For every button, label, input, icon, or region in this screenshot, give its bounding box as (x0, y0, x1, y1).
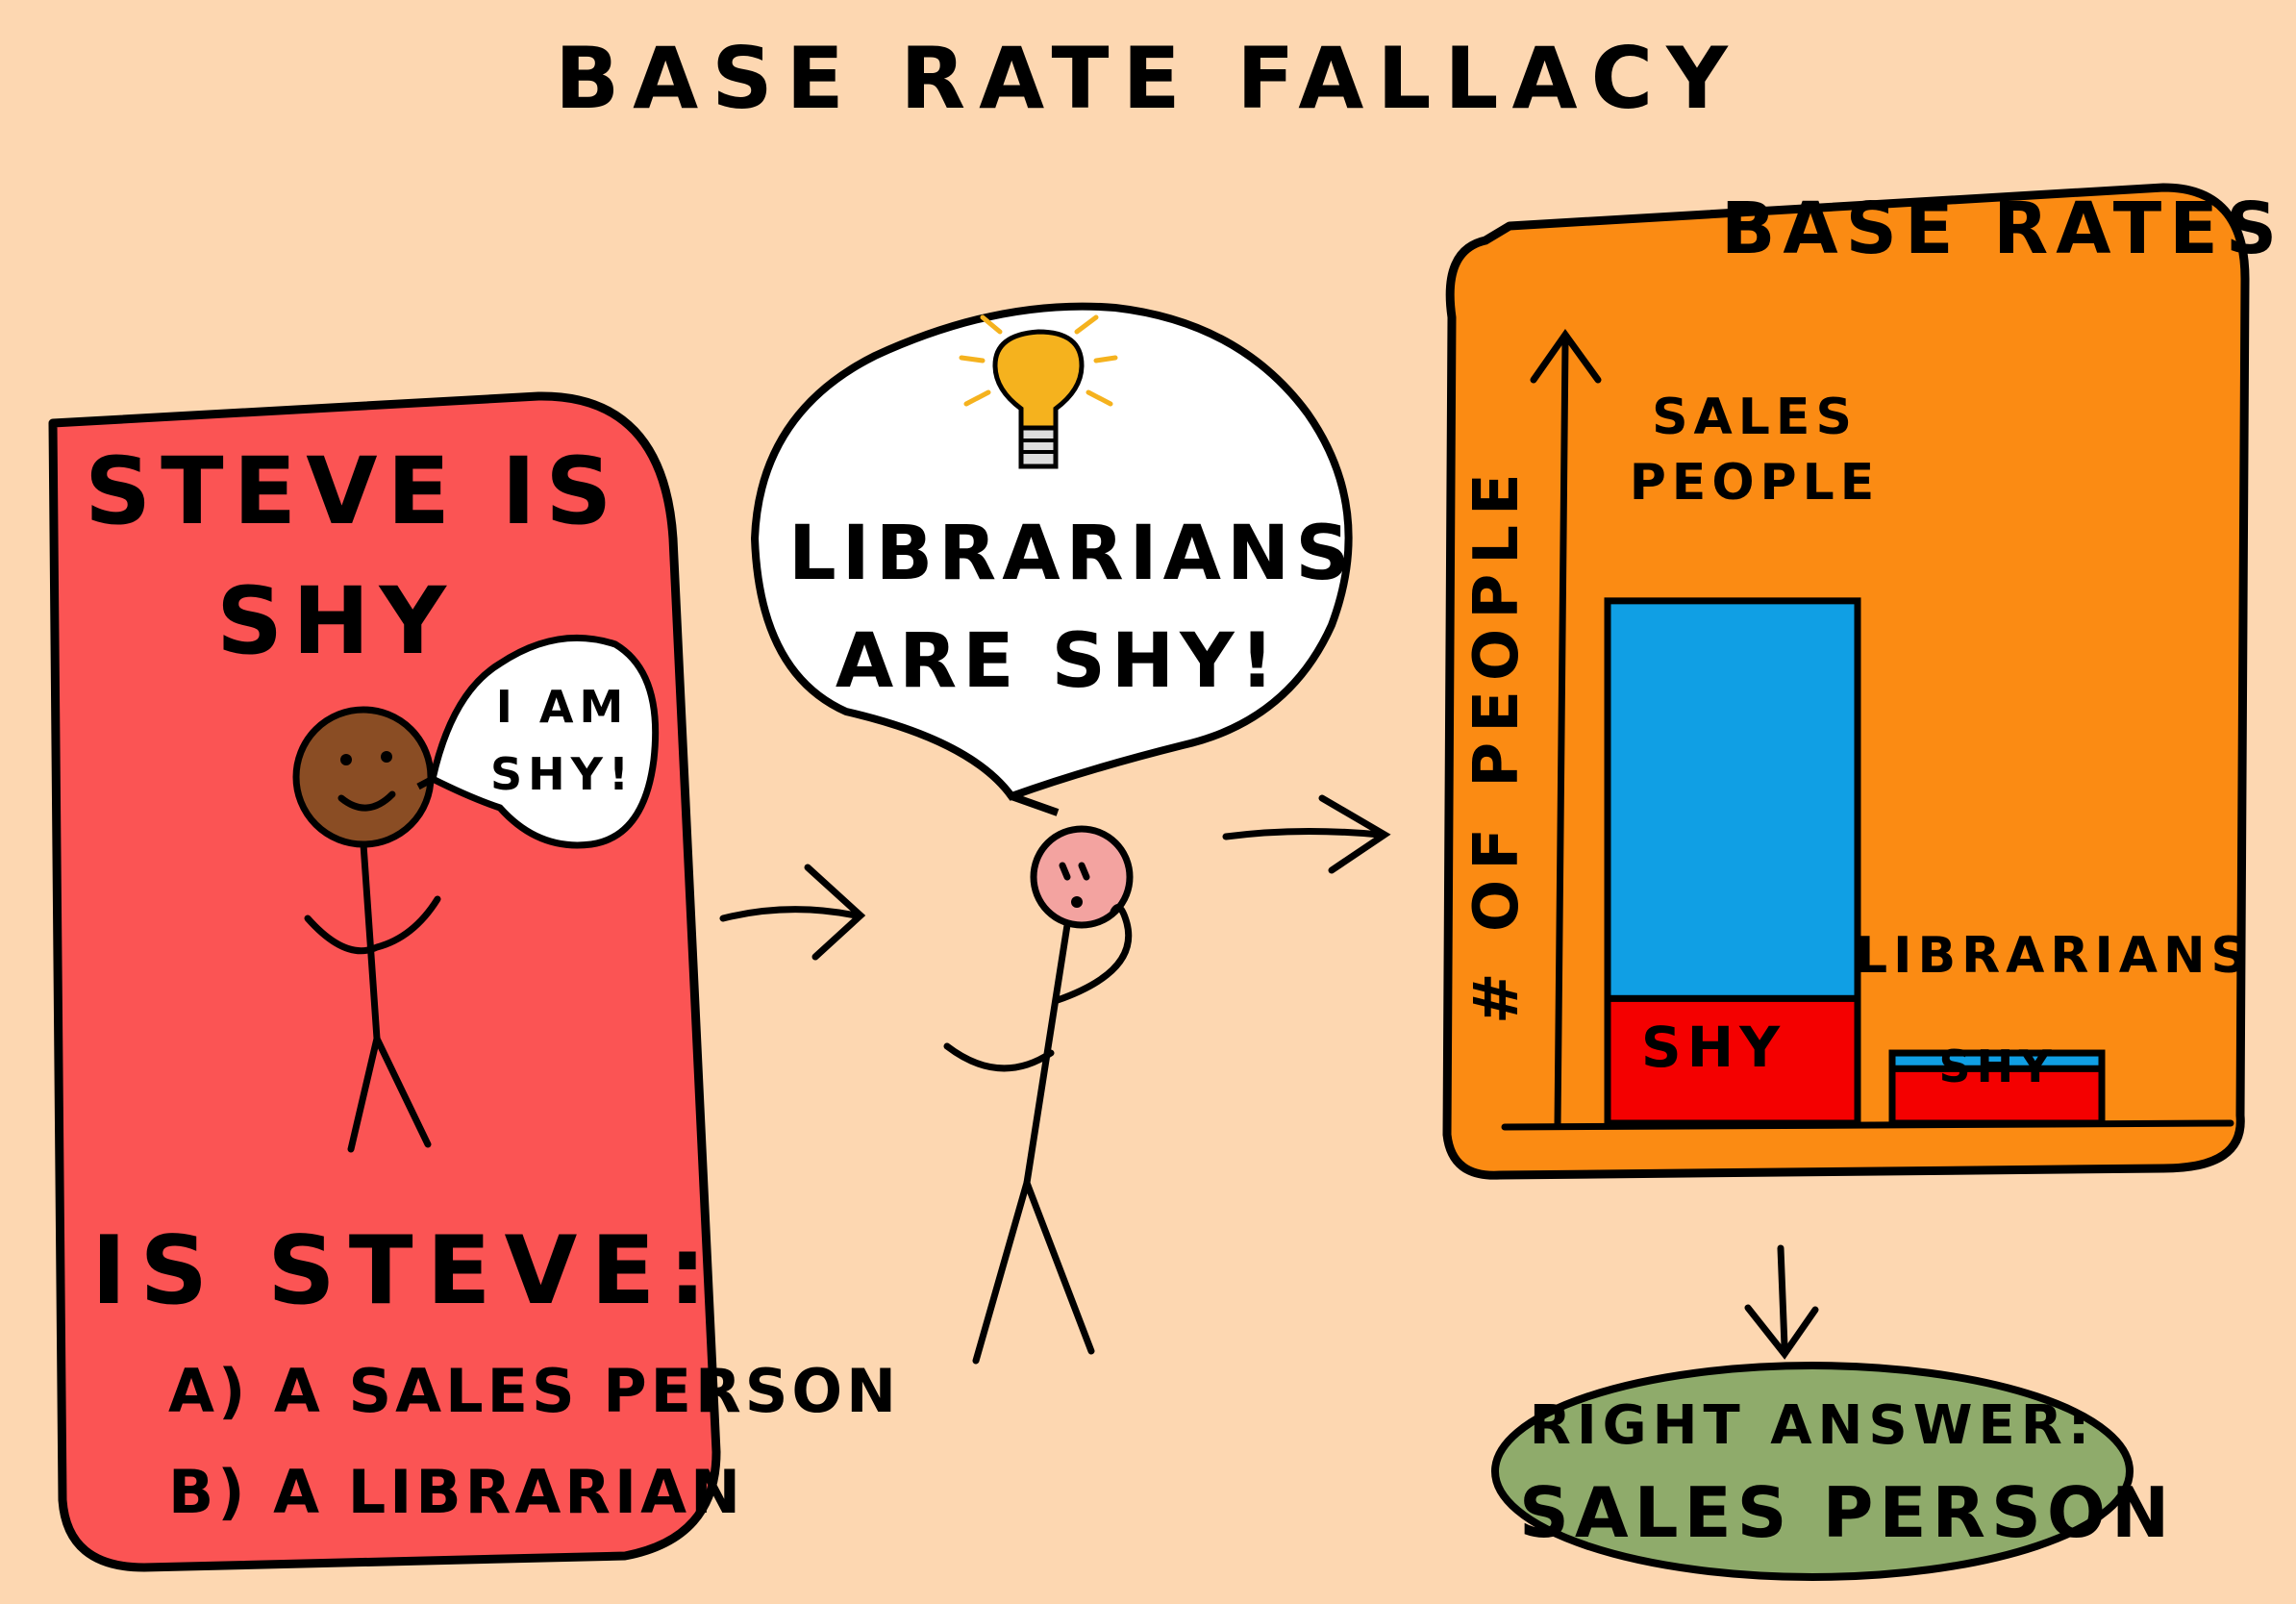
category-label-librarians: LIBRARIANS (1856, 927, 2254, 985)
option-b: B) A LIBRARIAN (168, 1457, 744, 1527)
category-label-sales: SALES PEOPLE (1629, 388, 1881, 512)
option-a: A) A SALES PERSON (168, 1356, 900, 1426)
page-title: BASE RATE FALLACY (555, 29, 1741, 128)
statement-line-2: SHY (216, 567, 456, 675)
thought-bubble (750, 302, 1353, 801)
answer-text: RIGHT ANSWER: SALES PERSON (1519, 1383, 2176, 1556)
answer-line-2: SALES PERSON (1519, 1472, 2176, 1553)
speech-text: I AM SHY! (481, 673, 644, 808)
bar-sales-shy (1604, 994, 1861, 1127)
thinker-figure (943, 825, 1134, 1365)
thought-line-2: ARE SHY! (835, 618, 1281, 705)
thought-text: LIBRARIANS ARE SHY! (788, 500, 1356, 715)
bar-sales-not-shy (1604, 597, 1861, 1002)
statement-line-1: STEVE IS (85, 438, 622, 545)
arrow-to-answer (1744, 1244, 1819, 1360)
answer-line-1: RIGHT ANSWER: (1529, 1394, 2096, 1457)
lightbulb-icon (959, 314, 1118, 469)
shy-label-librarians: SHY (1938, 1040, 2058, 1092)
thought-line-1: LIBRARIANS (788, 511, 1356, 597)
bar-librarians-not-shy (1888, 1049, 2106, 1072)
arrow-to-chart (1222, 794, 1391, 874)
speech-bubble (428, 634, 660, 849)
steve-figure (292, 706, 441, 1153)
shy-label-sales: SHY (1640, 1015, 1786, 1080)
chart-title: BASE RATES (1721, 188, 2285, 270)
y-axis-label: # OF PEOPLE (1461, 464, 1533, 1024)
answer-ellipse (1491, 1362, 2134, 1581)
arrow-to-thought (719, 864, 866, 961)
bar-group (1604, 597, 2106, 1127)
speech-line-1: I AM (495, 681, 630, 733)
speech-line-2: SHY! (490, 748, 635, 800)
question-text: IS STEVE: (91, 1216, 720, 1326)
